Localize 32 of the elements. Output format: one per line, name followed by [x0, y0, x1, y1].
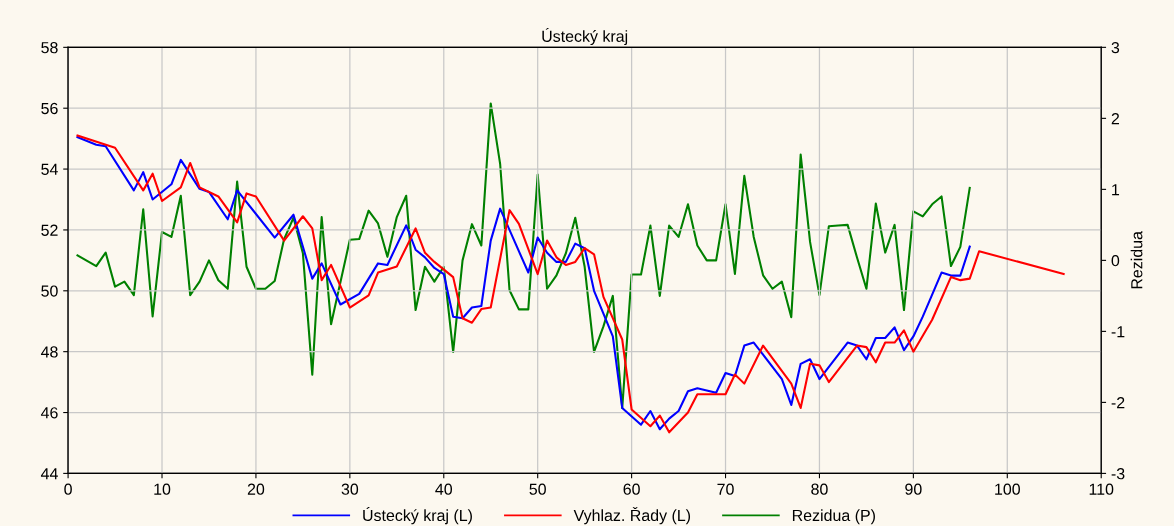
- y-tick-label: 46: [40, 407, 58, 419]
- x-tick-label: 90: [905, 483, 922, 495]
- y2-tick-label: -1: [1111, 326, 1125, 338]
- y2-tick-label: -3: [1111, 468, 1125, 480]
- y2-tick-label: 2: [1111, 112, 1120, 125]
- legend-label: Rezidua (P): [792, 509, 875, 525]
- x-tick-label: 60: [623, 483, 640, 495]
- y-tick-label: 44: [40, 468, 58, 480]
- x-tick-label: 110: [1089, 483, 1114, 495]
- y2-tick-label: 1: [1112, 184, 1120, 196]
- y-tick-label: 50: [41, 285, 58, 297]
- y-tick-label: 52: [41, 224, 58, 236]
- y-tick-label: 58: [41, 41, 58, 54]
- y2-tick-label: 0: [1111, 255, 1120, 267]
- y-tick-label: 48: [40, 346, 58, 358]
- x-tick-label: 70: [717, 483, 734, 495]
- x-tick-label: 40: [435, 483, 453, 495]
- x-tick-label: 30: [341, 483, 359, 495]
- y-tick-label: 56: [41, 102, 58, 115]
- chart-title: Ústecký kraj: [542, 27, 628, 46]
- x-tick-label: 80: [811, 483, 828, 495]
- x-tick-label: 0: [64, 483, 72, 495]
- y2-tick-label: 3: [1111, 41, 1120, 54]
- legend-label: Ústecký kraj (L): [363, 507, 472, 525]
- x-tick-label: 100: [995, 483, 1020, 495]
- x-tick-label: 10: [154, 483, 171, 495]
- y-tick-label: 54: [41, 163, 58, 176]
- y2-tick-label: -2: [1111, 397, 1125, 409]
- y2-axis-title: Rezidua: [1130, 231, 1143, 289]
- x-tick-label: 20: [247, 483, 265, 495]
- legend-label: Vyhlaz. Řady (L): [573, 506, 691, 525]
- x-tick-label: 50: [529, 483, 546, 495]
